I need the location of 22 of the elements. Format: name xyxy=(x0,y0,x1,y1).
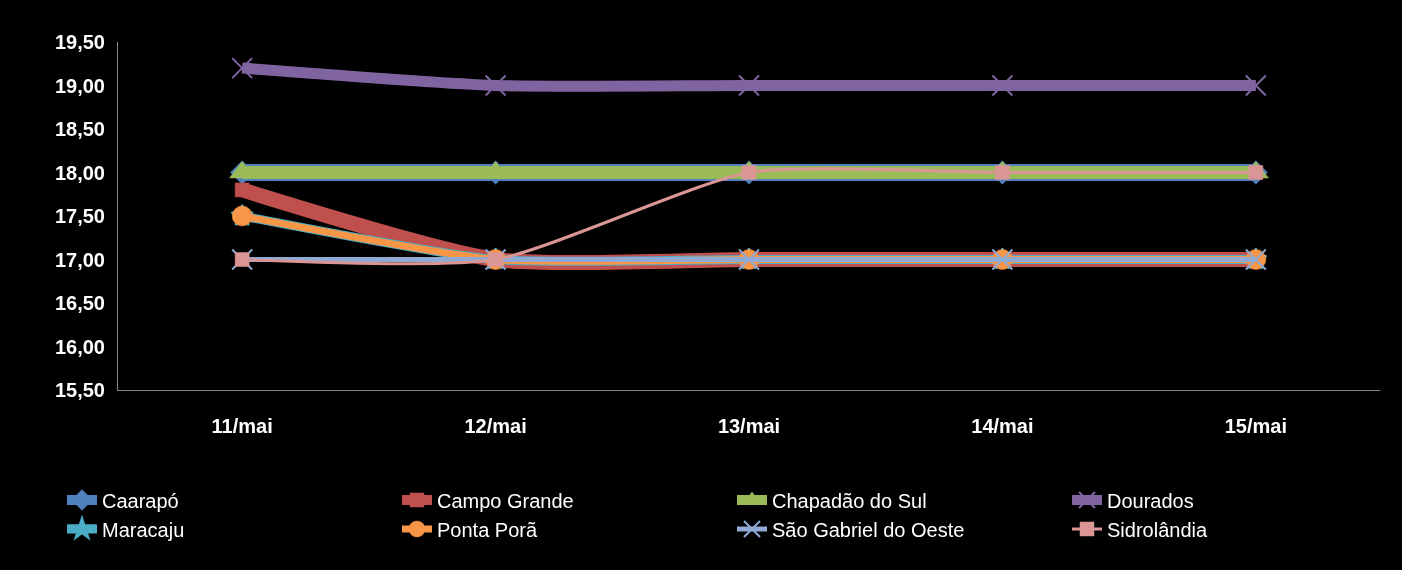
y-tick-label: 17,50 xyxy=(54,205,105,227)
legend-label: Campo Grande xyxy=(437,489,574,512)
legend-label: Caarapó xyxy=(102,489,179,512)
x-tick-label: 13/mai xyxy=(717,415,781,437)
legend-label: Dourados xyxy=(1107,489,1194,512)
y-tick-label: 19,00 xyxy=(54,74,105,97)
y-tick-label: 18,50 xyxy=(54,118,105,140)
legend-label: São Gabriel do Oeste xyxy=(772,518,965,541)
y-tick-label: 16,50 xyxy=(54,292,105,314)
legend-label: Ponta Porã xyxy=(437,518,538,541)
y-tick-label: 17,00 xyxy=(54,248,105,271)
y-tick-label: 18,00 xyxy=(54,161,105,184)
y-tick-label: 15,50 xyxy=(54,379,105,401)
x-tick-label: 15/mai xyxy=(1224,415,1287,437)
x-tick-label: 11/mai xyxy=(211,415,273,437)
legend-label: Sidrolândia xyxy=(1107,518,1208,541)
legend-label: Maracaju xyxy=(102,518,185,541)
legend-label: Chapadão do Sul xyxy=(772,489,927,512)
y-tick-label: 19,50 xyxy=(54,31,105,53)
y-tick-label: 16,00 xyxy=(54,335,105,358)
x-tick-label: 12/mai xyxy=(464,415,527,437)
x-tick-label: 14/mai xyxy=(971,415,1034,437)
